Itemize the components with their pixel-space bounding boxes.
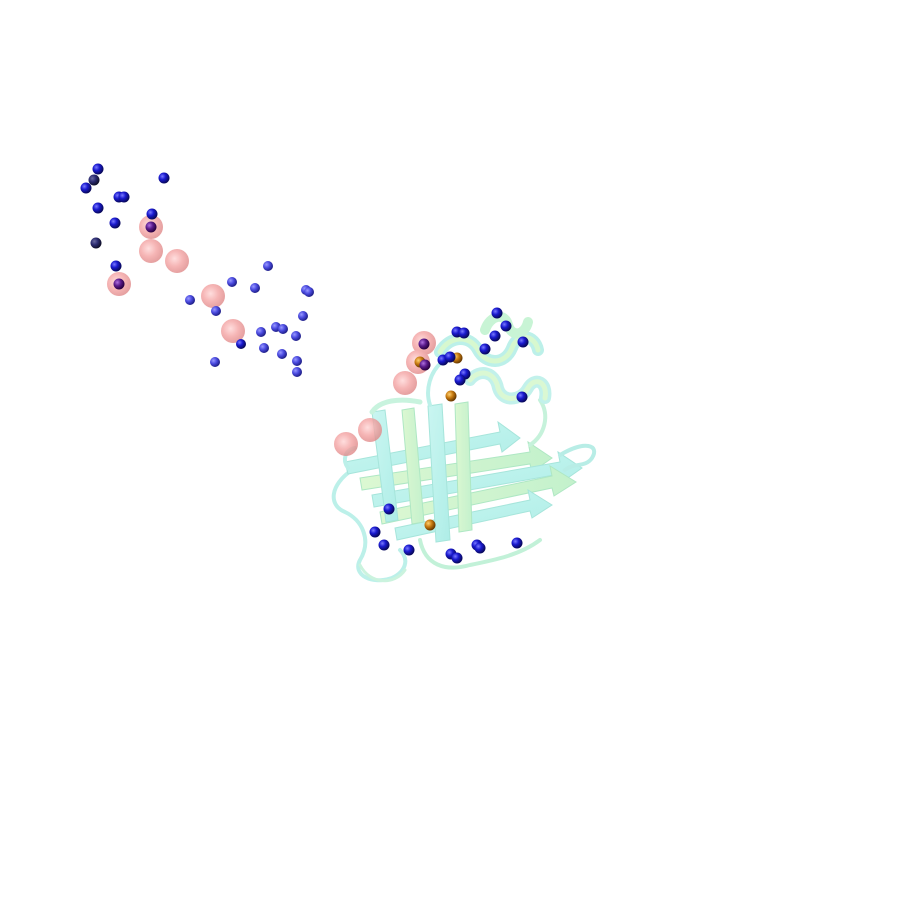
ion-sphere <box>383 503 395 515</box>
pseudo-atom <box>334 432 358 456</box>
ion-sphere <box>88 174 100 186</box>
ion-sphere <box>369 526 381 538</box>
ion-sphere <box>277 349 287 359</box>
loop-bottom <box>418 538 542 570</box>
ion-sphere <box>474 542 486 554</box>
alpha-helix-2 <box>464 367 552 405</box>
beta-strand-v3 <box>427 403 451 543</box>
pseudo-atom <box>139 239 163 263</box>
ion-sphere <box>511 537 523 549</box>
pseudo-atom <box>201 284 225 308</box>
ion-sphere <box>185 295 195 305</box>
ion-sphere <box>304 287 314 297</box>
beta-strand-4 <box>379 464 577 525</box>
ion-sphere <box>109 217 121 229</box>
ion-sphere <box>424 519 436 531</box>
ion-sphere <box>145 221 157 233</box>
loop-right-upper <box>528 398 548 447</box>
beta-strand-v2 <box>401 407 425 525</box>
loop-back-left <box>331 468 408 583</box>
beta-strand-3 <box>371 450 583 508</box>
ion-sphere <box>158 172 170 184</box>
ion-cluster-protein <box>369 307 529 564</box>
ion-sphere <box>516 391 528 403</box>
loop-left-edge <box>369 397 423 415</box>
ion-sphere <box>90 237 102 249</box>
ion-sphere <box>378 539 390 551</box>
ion-sphere <box>444 351 456 363</box>
ion-sphere <box>489 330 501 342</box>
ion-sphere <box>263 261 273 271</box>
ion-sphere <box>298 311 308 321</box>
ion-sphere <box>403 544 415 556</box>
pseudo-atom <box>165 249 189 273</box>
ion-sphere <box>80 182 92 194</box>
loop-right-tip <box>558 443 596 472</box>
ion-sphere <box>92 202 104 214</box>
ion-cluster-left <box>80 163 314 377</box>
ion-sphere <box>118 191 130 203</box>
loop-top-left <box>426 360 444 407</box>
ion-sphere <box>500 320 512 332</box>
ion-sphere <box>110 260 122 272</box>
ion-sphere <box>92 163 104 175</box>
alpha-helix-1-inner <box>437 334 541 364</box>
ion-sphere <box>491 307 503 319</box>
ion-sphere <box>292 356 302 366</box>
pseudo-atom <box>393 371 417 395</box>
ion-sphere <box>113 278 125 290</box>
ion-sphere <box>211 306 221 316</box>
ion-sphere <box>291 331 301 341</box>
ion-sphere <box>292 367 302 377</box>
ion-sphere <box>250 283 260 293</box>
ion-sphere <box>454 374 466 386</box>
ion-sphere <box>458 327 470 339</box>
ion-sphere <box>210 357 220 367</box>
ion-sphere <box>451 552 463 564</box>
pseudo-atom <box>358 418 382 442</box>
ion-sphere <box>146 208 158 220</box>
pseudo-atom <box>221 319 245 343</box>
ion-sphere <box>479 343 491 355</box>
alpha-helix-2-inner <box>467 370 548 401</box>
ion-sphere <box>445 390 457 402</box>
ion-sphere <box>259 343 269 353</box>
ion-sphere <box>517 336 529 348</box>
protein-cartoon <box>331 311 596 583</box>
loop-back-left-2 <box>358 563 407 583</box>
ion-sphere <box>418 338 430 350</box>
ion-sphere <box>419 359 431 371</box>
ion-sphere <box>278 324 288 334</box>
ion-sphere <box>227 277 237 287</box>
ion-sphere <box>236 339 246 349</box>
beta-strand-v4 <box>454 401 473 533</box>
ion-sphere <box>256 327 266 337</box>
